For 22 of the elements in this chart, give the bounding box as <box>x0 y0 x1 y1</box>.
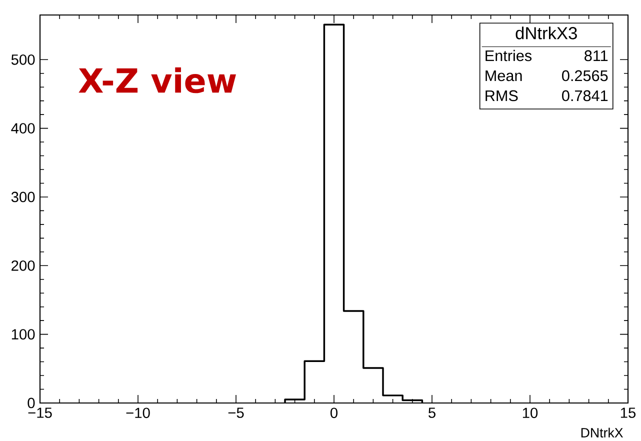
annotation: 0.2565 <box>562 70 608 82</box>
annotation: Entries <box>486 50 532 62</box>
x-tick-label: −5 <box>228 408 244 418</box>
text: X-Z view <box>78 67 236 94</box>
y-tick-label: 0 <box>28 398 35 408</box>
x-tick-label: −10 <box>126 408 150 418</box>
x-axis-title: DNtrkX <box>581 428 624 438</box>
x-tick-label: 10 <box>522 408 538 418</box>
y-tick-label: 400 <box>11 123 35 134</box>
legend-title: dNtrkX3 <box>516 26 577 40</box>
x-tick-label: 0 <box>330 408 338 418</box>
y-tick-label: 500 <box>11 54 35 65</box>
y-tick-label: 200 <box>12 260 35 271</box>
y-tick-label: 300 <box>11 192 35 202</box>
annotation: RMS <box>486 90 518 102</box>
x-tick-label: −15 <box>28 408 52 418</box>
x-tick-label: 15 <box>620 408 636 418</box>
x-tick-label: 5 <box>428 408 436 418</box>
y-tick-label: 100 <box>12 329 35 340</box>
annotation: 0.7841 <box>562 90 608 102</box>
annotation: Mean <box>486 70 522 82</box>
annotation: 811 <box>584 50 608 62</box>
